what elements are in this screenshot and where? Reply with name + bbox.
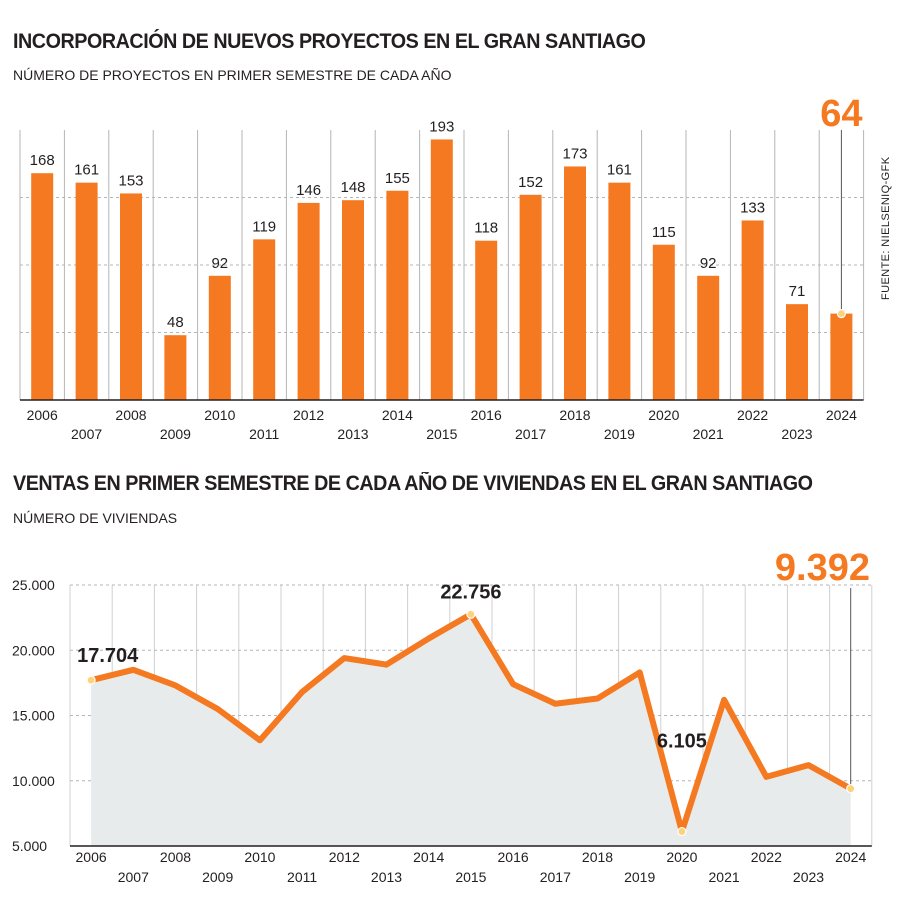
x-tick-label: 2021: [709, 869, 740, 885]
x-tick-label: 2015: [455, 869, 486, 885]
bar-value-label: 153: [118, 172, 143, 189]
x-tick-label: 2008: [115, 407, 146, 423]
bar-value-label: 148: [340, 179, 365, 196]
x-tick-label: 2023: [781, 426, 812, 442]
x-tick-label: 2010: [244, 849, 275, 865]
bar-value-label: 71: [789, 283, 806, 300]
x-tick-label: 2016: [498, 849, 529, 865]
area-fill: [91, 614, 851, 846]
annotation-label: 17.704: [77, 645, 139, 667]
x-tick-label: 2017: [540, 869, 571, 885]
y-tick-label: 20.000: [12, 642, 55, 658]
annotation-marker: [677, 826, 687, 837]
bar-value-label: 173: [562, 145, 587, 162]
bar: [786, 304, 808, 400]
bar: [75, 182, 98, 400]
bar-value-label: 92: [211, 255, 228, 272]
x-tick-label: 2017: [515, 426, 546, 442]
x-tick-label: 2015: [426, 426, 457, 442]
x-tick-label: 2012: [329, 849, 360, 865]
x-tick-label: 2012: [293, 407, 324, 423]
x-tick-label: 2018: [582, 849, 613, 865]
bar: [297, 202, 320, 400]
y-tick-label: 10.000: [12, 773, 55, 789]
annotation-label: 6.105: [657, 731, 707, 753]
bar-value-label: 118: [474, 220, 498, 237]
bar: [430, 139, 453, 400]
x-tick-label: 2014: [413, 849, 444, 865]
bar: [342, 200, 364, 400]
bar: [519, 194, 542, 400]
x-tick-label: 2018: [559, 407, 590, 423]
x-tick-label: 2022: [751, 849, 782, 865]
bar: [697, 275, 720, 400]
bar: [386, 190, 409, 400]
x-tick-label: 2014: [382, 407, 413, 423]
x-tick-label: 2006: [27, 407, 58, 423]
bar: [608, 182, 631, 400]
annotation-label: 22.756: [440, 581, 501, 603]
bar: [564, 166, 586, 400]
x-tick-label: 2022: [737, 407, 768, 423]
highlight-marker: [846, 784, 856, 794]
bar: [830, 313, 853, 400]
y-tick-label: 15.000: [12, 708, 55, 724]
chart2-title: VENTAS EN PRIMER SEMESTRE DE CADA AÑO DE…: [13, 472, 813, 495]
x-tick-label: 2006: [76, 849, 107, 865]
highlight-value-label: 9.392: [775, 547, 870, 589]
x-tick-label: 2023: [793, 869, 824, 885]
chart2-subtitle: NÚMERO DE VIVIENDAS: [13, 510, 178, 526]
x-tick-label: 2021: [693, 426, 724, 442]
bar-value-label: 168: [30, 152, 55, 169]
bar-value-label: 193: [429, 118, 454, 135]
x-tick-label: 2016: [471, 407, 502, 423]
x-tick-label: 2010: [204, 407, 235, 423]
chart1-title: INCORPORACIÓN DE NUEVOS PROYECTOS EN EL …: [13, 30, 646, 53]
highlight-marker: [836, 309, 847, 319]
bar: [208, 275, 231, 400]
bar-value-label: 146: [296, 182, 321, 199]
annotation-marker: [86, 675, 96, 685]
x-tick-label: 2019: [624, 869, 655, 885]
bar-value-label: 48: [167, 314, 184, 331]
bar-value-label: 115: [652, 224, 676, 241]
bar: [120, 193, 142, 400]
x-tick-label: 2009: [202, 869, 233, 885]
x-tick-label: 2024: [826, 407, 857, 423]
bar: [164, 335, 187, 400]
x-tick-label: 2008: [160, 849, 191, 865]
x-tick-label: 2024: [835, 849, 866, 865]
bar-value-label: 155: [385, 170, 410, 187]
bar-value-label: 161: [74, 162, 99, 179]
bar: [253, 239, 276, 400]
bar: [31, 173, 54, 400]
bar-chart: 168 161 153 48 92 119 146 148 155 193 118 152 173 161…: [19, 93, 865, 442]
y-tick-label: 5.000: [12, 838, 47, 854]
bar-value-label: 133: [740, 199, 765, 216]
bar: [741, 220, 764, 400]
bar: [652, 244, 675, 400]
x-tick-label: 2013: [337, 426, 368, 442]
chart1-subtitle: NÚMERO DE PROYECTOS EN PRIMER SEMESTRE D…: [13, 67, 452, 83]
bar-value-label: 119: [252, 218, 276, 235]
annotation-marker: [466, 609, 476, 619]
x-tick-label: 2009: [160, 426, 191, 442]
bar: [475, 240, 498, 400]
x-tick-label: 2019: [604, 426, 635, 442]
x-tick-label: 2020: [666, 849, 697, 865]
bar-value-label: 92: [700, 255, 717, 272]
x-tick-label: 2007: [71, 426, 102, 442]
x-tick-label: 2013: [371, 869, 402, 885]
x-tick-label: 2011: [287, 869, 317, 885]
bar-value-label: 161: [607, 162, 632, 179]
highlight-value-label: 64: [820, 93, 862, 135]
bar-value-label: 152: [518, 174, 543, 191]
y-tick-label: 25.000: [12, 577, 55, 593]
x-tick-label: 2007: [118, 869, 149, 885]
x-tick-label: 2020: [648, 407, 679, 423]
x-tick-label: 2011: [249, 426, 279, 442]
